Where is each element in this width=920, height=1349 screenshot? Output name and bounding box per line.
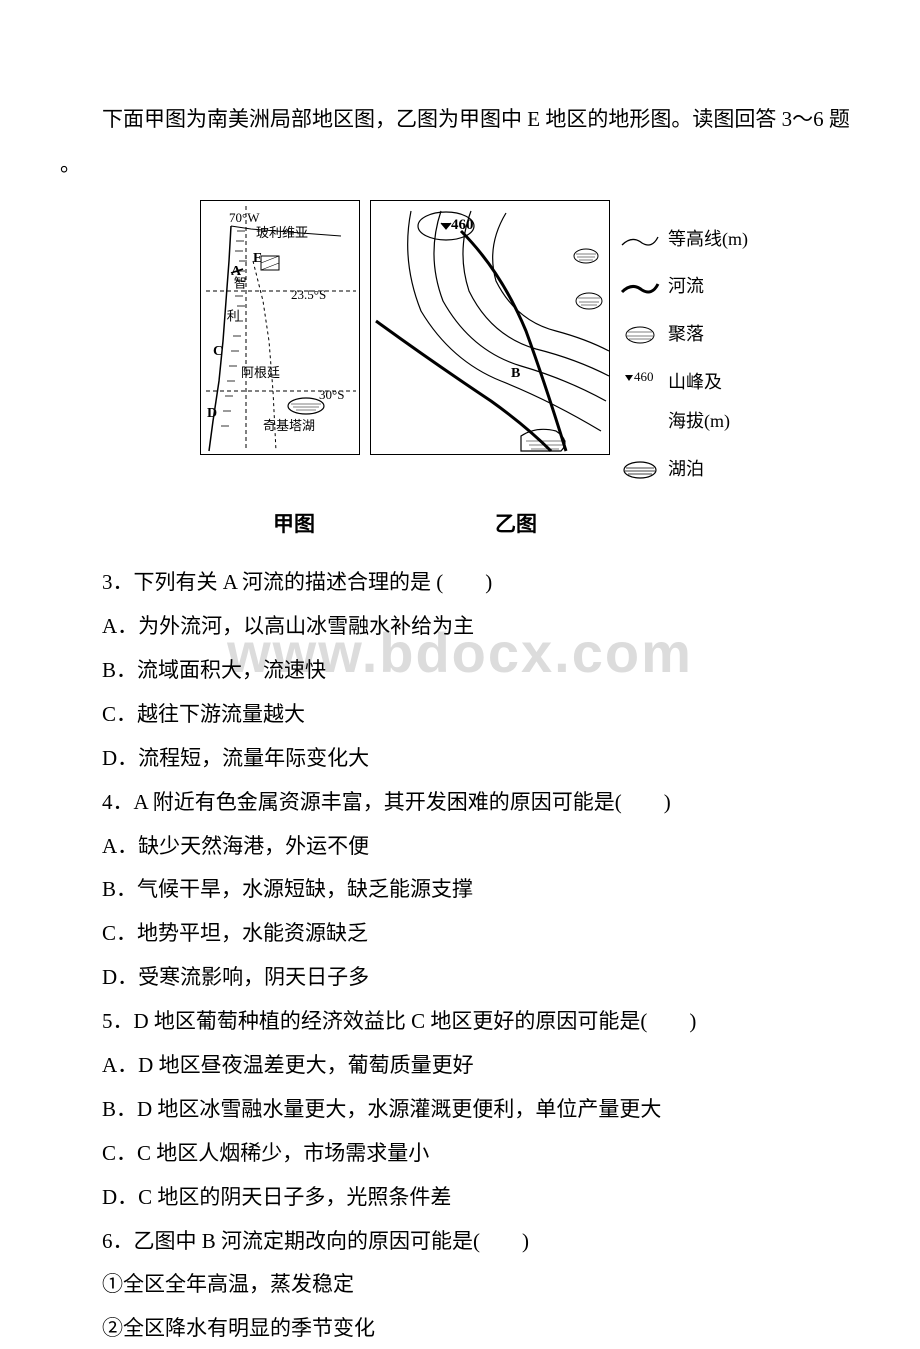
lake-label: 奇基塔湖 (263, 414, 315, 439)
legend-contour: 等高线(m) (620, 220, 760, 260)
q6-opt1: ①全区全年高温，蒸发稳定 (60, 1265, 860, 1305)
caption-jia: 甲图 (273, 505, 315, 545)
intro-text: 下面甲图为南美洲局部地区图，乙图为甲图中 E 地区的地形图。读图回答 3～6 题 (60, 100, 860, 140)
point-e: E (253, 246, 262, 273)
chile-label2: 利 (219, 309, 244, 322)
legend-settlement: 聚落 (620, 315, 760, 355)
q5-stem: 5．D 地区葡萄种植的经济效益比 C 地区更好的原因可能是( ) (60, 1002, 860, 1042)
legend-lake: 湖泊 (620, 450, 760, 490)
legend-contour-text: 等高线(m) (668, 220, 748, 260)
legend-river: 河流 (620, 267, 760, 307)
point-a: A (231, 259, 241, 286)
q4-c: C．地势平坦，水能资源缺乏 (60, 914, 860, 954)
figure-area: 70°W 23.5°S 30°S 玻利维亚 智 利 阿根廷 奇基塔湖 A C D… (100, 200, 860, 498)
legend-river-text: 河流 (668, 267, 704, 307)
q4-a: A．缺少天然海港，外运不便 (60, 827, 860, 867)
peak-value: 460 (451, 211, 474, 240)
intro-text-2: 。 (60, 145, 860, 185)
legend-peak: 460 山峰及海拔(m) (620, 363, 760, 442)
q5-d: D．C 地区的阴天日子多，光照条件差 (60, 1178, 860, 1218)
legend-settlement-text: 聚落 (668, 315, 704, 355)
figure-captions: 甲图 乙图 (60, 505, 860, 545)
lat2-label: 30°S (319, 383, 344, 408)
q6-opt2: ②全区降水有明显的季节变化 (60, 1309, 860, 1349)
q5-b: B．D 地区冰雪融水量更大，水源灌溉更便利，单位产量更大 (60, 1090, 860, 1130)
caption-yi: 乙图 (495, 505, 537, 545)
bolivia-label: 玻利维亚 (256, 221, 308, 246)
q4-d: D．受寒流影响，阴天日子多 (60, 958, 860, 998)
argentina-label: 阿根廷 (241, 361, 280, 386)
q3-stem: 3．下列有关 A 河流的描述合理的是 ( ) (60, 563, 860, 603)
point-d: D (207, 401, 217, 428)
q6-stem: 6．乙图中 B 河流定期改向的原因可能是( ) (60, 1222, 860, 1262)
svg-text:460: 460 (634, 369, 654, 384)
map-yi: 460 B (370, 200, 610, 455)
longitude-label: 70°W (229, 206, 259, 231)
q4-b: B．气候干旱，水源短缺，缺乏能源支撑 (60, 870, 860, 910)
q4-stem: 4．A 附近有色金属资源丰富，其开发困难的原因可能是( ) (60, 783, 860, 823)
q3-d: D．流程短，流量年际变化大 (60, 739, 860, 779)
lat1-label: 23.5°S (291, 283, 326, 308)
point-c: C (213, 339, 223, 366)
q3-a: A．为外流河，以高山冰雪融水补给为主 (60, 607, 860, 647)
legend-peak-text: 山峰及海拔(m) (668, 363, 730, 442)
q3-c: C．越往下游流量越大 (60, 695, 860, 735)
map-jia: 70°W 23.5°S 30°S 玻利维亚 智 利 阿根廷 奇基塔湖 A C D… (200, 200, 360, 455)
legend-lake-text: 湖泊 (668, 450, 704, 490)
q5-c: C．C 地区人烟稀少，市场需求量小 (60, 1134, 860, 1174)
legend: 等高线(m) 河流 聚落 460 山峰及海拔(m) (620, 200, 760, 498)
point-b: B (511, 361, 520, 388)
q3-b: B．流域面积大，流速快 (60, 651, 860, 691)
q5-a: A．D 地区昼夜温差更大，葡萄质量更好 (60, 1046, 860, 1086)
